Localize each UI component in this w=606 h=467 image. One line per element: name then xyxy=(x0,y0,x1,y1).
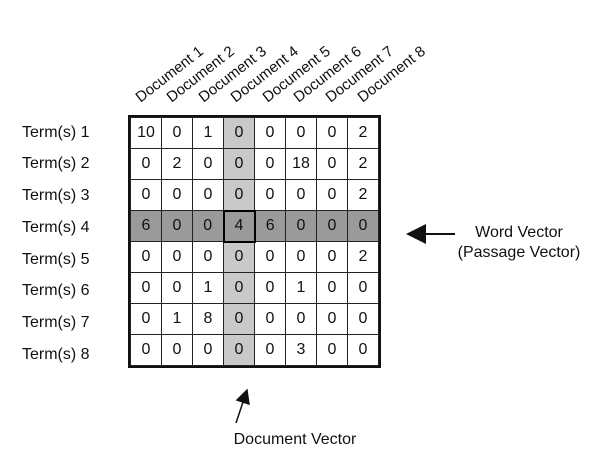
matrix-cell: 2 xyxy=(347,179,379,211)
matrix-cell: 0 xyxy=(285,303,317,335)
matrix-cell: 0 xyxy=(192,334,224,366)
matrix-cell: 0 xyxy=(347,334,379,366)
matrix-cell: 0 xyxy=(347,303,379,335)
matrix-cell: 1 xyxy=(192,272,224,304)
document-vector-label: Document Vector xyxy=(233,431,357,448)
matrix-cell: 0 xyxy=(192,210,224,242)
matrix-row: 0 2 0 0 0 18 0 2 xyxy=(130,148,379,180)
row-label: Term(s) 8 xyxy=(22,346,90,363)
matrix-cell: 0 xyxy=(223,179,255,211)
matrix-cell: 0 xyxy=(161,272,193,304)
matrix-cell: 18 xyxy=(285,148,317,180)
term-document-grid: 10 0 1 0 0 0 0 2 0 2 0 0 0 18 0 2 0 0 0 0 0 0 0 2 6 0 0 4 6 0 0 0 0 0 0 0 0 0… xyxy=(128,115,381,368)
matrix-cell: 0 xyxy=(161,241,193,273)
matrix-cell: 0 xyxy=(347,210,379,242)
row-label: Term(s) 1 xyxy=(22,124,90,141)
matrix-row: 10 0 1 0 0 0 0 2 xyxy=(130,117,379,149)
row-label: Term(s) 4 xyxy=(22,219,90,236)
matrix-cell: 2 xyxy=(347,148,379,180)
matrix-cell: 2 xyxy=(347,117,379,149)
matrix-cell: 0 xyxy=(254,334,286,366)
matrix-cell: 0 xyxy=(285,117,317,149)
matrix-cell: 0 xyxy=(223,241,255,273)
matrix-cell: 0 xyxy=(254,117,286,149)
word-vector-label: Word Vector xyxy=(475,224,563,241)
matrix-cell: 0 xyxy=(285,210,317,242)
passage-vector-label: (Passage Vector) xyxy=(457,244,581,261)
matrix-cell: 0 xyxy=(254,148,286,180)
document-vector-arrow xyxy=(235,388,250,424)
matrix-cell: 2 xyxy=(347,241,379,273)
matrix-cell: 0 xyxy=(285,241,317,273)
matrix-cell: 0 xyxy=(316,334,348,366)
row-label: Term(s) 7 xyxy=(22,314,90,331)
row-label: Term(s) 2 xyxy=(22,155,90,172)
matrix-cell: 4 xyxy=(222,209,256,243)
matrix-cell: 0 xyxy=(223,117,255,149)
matrix-cell: 0 xyxy=(130,334,162,366)
row-label: Term(s) 5 xyxy=(22,251,90,268)
matrix-cell: 0 xyxy=(223,303,255,335)
row-label: Term(s) 6 xyxy=(22,282,90,299)
matrix-cell: 0 xyxy=(316,241,348,273)
word-vector-callout: Word Vector (Passage Vector) xyxy=(438,223,600,263)
matrix-cell: 0 xyxy=(316,179,348,211)
matrix-cell: 6 xyxy=(254,210,286,242)
matrix-cell: 0 xyxy=(347,272,379,304)
matrix-cell: 0 xyxy=(130,148,162,180)
matrix-cell: 0 xyxy=(223,334,255,366)
matrix-cell: 1 xyxy=(285,272,317,304)
row-label: Term(s) 3 xyxy=(22,187,90,204)
matrix-cell: 0 xyxy=(161,334,193,366)
